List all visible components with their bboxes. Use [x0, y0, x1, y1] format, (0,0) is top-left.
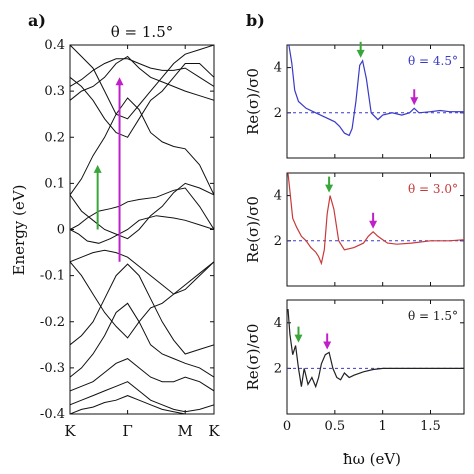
band-line-1: [70, 215, 214, 244]
subplot-label: θ = 3.0°: [408, 182, 458, 196]
subplot-frame: [286, 299, 465, 415]
x-tick-label: 0: [283, 419, 291, 434]
y-tick-label: 0.4: [44, 38, 65, 53]
band-line-3: [70, 182, 214, 240]
y-tick-label: 0.3: [44, 84, 65, 99]
peak-arrow-1-head: [369, 220, 378, 229]
peak-arrow-0-head: [356, 49, 365, 58]
panel-a-frame: [69, 44, 215, 415]
panel-b-label: b): [246, 11, 265, 30]
band-line-12: [70, 358, 214, 392]
panel-a-label: a): [28, 11, 46, 30]
band-line-11: [70, 302, 214, 378]
subplot-ylabel: Re(σ)/σ0: [244, 196, 262, 263]
y-tick-label: -0.2: [40, 315, 65, 330]
y-tick-label: 2: [274, 361, 282, 376]
band-line-14: [70, 395, 214, 414]
y-tick-label: 0: [57, 223, 65, 238]
band-line-6: [70, 63, 214, 138]
x-tick-label: 1.5: [420, 419, 441, 434]
y-tick-label: 0.2: [44, 130, 65, 145]
y-tick-label: 0.1: [44, 176, 65, 191]
transition-arrow-0-head: [93, 164, 102, 173]
y-tick-label: 4: [274, 316, 282, 331]
x-tick-label: K: [208, 422, 220, 440]
conductivity-curve: [287, 309, 464, 389]
peak-arrow-0-head: [294, 334, 303, 343]
band-line-0: [70, 187, 214, 230]
y-tick-label: 4: [274, 61, 282, 76]
panel-b-xlabel: ħω (eV): [343, 450, 401, 468]
subplot-label: θ = 4.5°: [408, 54, 458, 68]
y-tick-label: -0.3: [40, 361, 65, 376]
y-tick-label: -0.4: [40, 407, 65, 422]
band-line-13: [70, 381, 214, 413]
peak-arrow-0-head: [325, 184, 334, 193]
x-tick-label: K: [64, 422, 76, 440]
transition-arrow-1-head: [115, 77, 124, 86]
panel-a-ylabel: Energy (eV): [10, 185, 28, 276]
band-line-4: [70, 55, 214, 101]
band-line-10: [70, 263, 214, 355]
y-tick-label: 4: [274, 189, 282, 204]
subplot-frame: [286, 172, 465, 287]
bands: [70, 45, 214, 414]
x-tick-label: 0.5: [324, 419, 345, 434]
subplot-label: θ = 1.5°: [408, 309, 458, 323]
peak-arrow-1-head: [323, 341, 332, 350]
y-tick-label: -0.1: [40, 269, 65, 284]
y-tick-label: 2: [274, 106, 282, 121]
band-line-2: [70, 97, 214, 196]
band-line-5: [70, 58, 214, 87]
subplot-ylabel: Re(σ)/σ0: [244, 68, 262, 135]
x-tick-label: Γ: [122, 422, 132, 440]
band-line-7: [70, 45, 214, 120]
conductivity-curve: [288, 45, 464, 137]
subplot-ylabel: Re(σ)/σ0: [244, 324, 262, 391]
band-line-8: [70, 249, 214, 295]
subplot-frame: [286, 44, 465, 159]
conductivity-curve: [287, 173, 464, 266]
panel-a-plot: 0.40.30.20.10-0.1-0.2-0.3-0.4K Γ M K: [40, 38, 220, 440]
panel-b-plot: 2 4 Re(σ)/σ0 θ = 4.5° 2 4 Re(σ)/σ0 θ = 3.0° 2 4 0 0…: [244, 41, 465, 434]
peak-arrow-1-head: [410, 97, 419, 106]
x-tick-label: 1: [379, 419, 387, 434]
y-tick-label: 2: [274, 234, 282, 249]
x-tick-label: M: [178, 422, 193, 440]
panel-a-title: θ = 1.5°: [111, 23, 174, 41]
